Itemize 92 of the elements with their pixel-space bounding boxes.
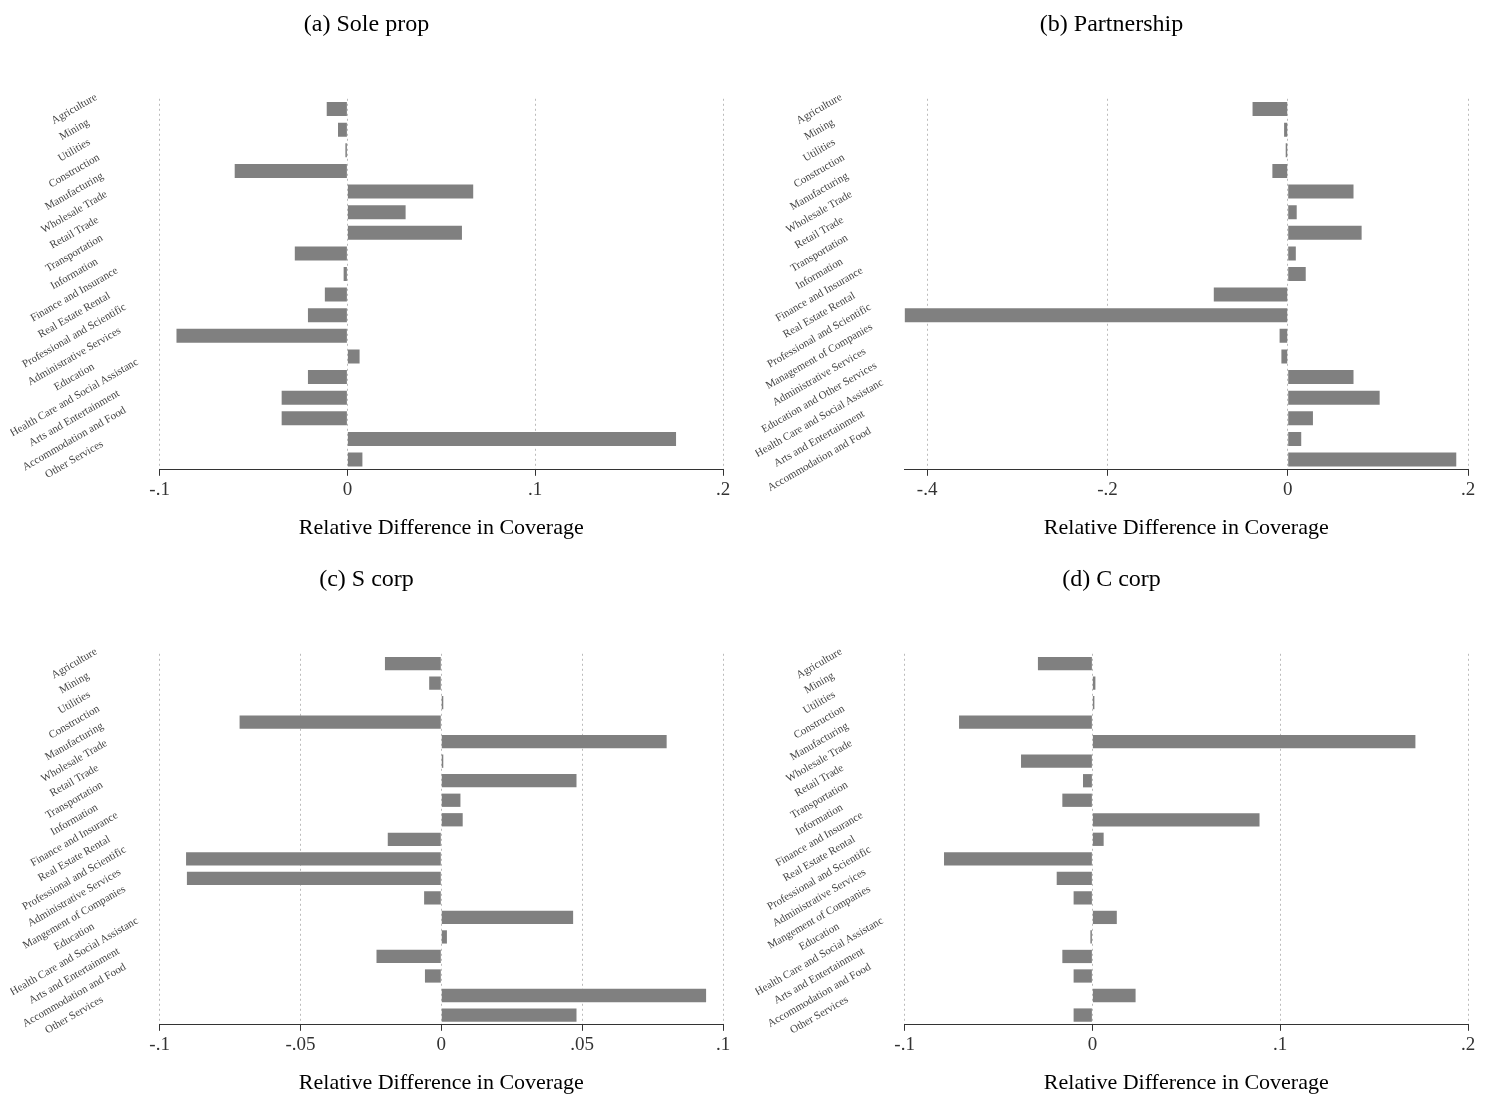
x-tick-label: .1 bbox=[1273, 1033, 1288, 1055]
bar bbox=[1288, 246, 1296, 261]
x-tick-label: 0 bbox=[436, 1033, 447, 1055]
x-tick-label: -.1 bbox=[149, 1033, 170, 1055]
chart-title: (b) Partnership bbox=[1039, 9, 1184, 36]
bar bbox=[376, 949, 441, 964]
chart-title: (a) Sole prop bbox=[303, 9, 430, 36]
bar bbox=[1288, 452, 1457, 467]
x-axis-title: Relative Difference in Coverage bbox=[1043, 513, 1329, 539]
bar bbox=[1252, 102, 1288, 117]
bar bbox=[1083, 774, 1092, 788]
bar bbox=[343, 266, 347, 281]
bar bbox=[347, 205, 406, 220]
x-tick-label: -.2 bbox=[1097, 478, 1118, 500]
bar bbox=[1056, 871, 1092, 885]
bar bbox=[1288, 411, 1313, 426]
x-tick-label: 0 bbox=[1282, 478, 1293, 500]
bar bbox=[1092, 735, 1416, 749]
bar bbox=[1092, 910, 1117, 925]
bar bbox=[1062, 793, 1092, 807]
bar bbox=[1092, 988, 1136, 1003]
x-tick-label: .2 bbox=[1460, 1033, 1476, 1055]
bar bbox=[1288, 205, 1297, 220]
bar bbox=[239, 715, 441, 729]
x-axis-title: Relative Difference in Coverage bbox=[1043, 1068, 1329, 1094]
x-tick-label: -.1 bbox=[149, 478, 170, 500]
bar bbox=[1062, 949, 1092, 964]
x-tick-label: .2 bbox=[715, 478, 731, 500]
bar bbox=[1279, 328, 1288, 343]
bar bbox=[944, 852, 1092, 866]
bar bbox=[424, 891, 441, 905]
bar bbox=[281, 390, 347, 405]
bar bbox=[429, 676, 441, 690]
bar bbox=[1288, 370, 1354, 385]
chart-title: (c) S corp bbox=[319, 564, 414, 591]
x-tick-label: .05 bbox=[570, 1033, 595, 1055]
x-tick-label: 0 bbox=[342, 478, 353, 500]
bar bbox=[1073, 1008, 1092, 1022]
x-tick-label: -.4 bbox=[916, 478, 938, 500]
bar bbox=[186, 871, 441, 885]
bar bbox=[1288, 390, 1380, 405]
bar bbox=[1288, 266, 1306, 281]
x-tick-label: .1 bbox=[528, 478, 543, 500]
bar bbox=[1073, 969, 1092, 983]
x-tick-label: .2 bbox=[1460, 478, 1476, 500]
bar bbox=[441, 1008, 577, 1022]
bar bbox=[1213, 287, 1288, 302]
x-tick-label: -.1 bbox=[894, 1033, 915, 1055]
bar bbox=[347, 452, 363, 467]
bar bbox=[1092, 832, 1104, 846]
bar bbox=[441, 930, 447, 944]
bar bbox=[307, 370, 347, 385]
bar bbox=[441, 793, 461, 807]
x-tick-label: 0 bbox=[1087, 1033, 1098, 1055]
bar bbox=[1281, 349, 1288, 364]
bar bbox=[307, 308, 347, 323]
bar bbox=[281, 411, 347, 426]
bar bbox=[424, 969, 441, 983]
bar bbox=[384, 656, 441, 671]
x-axis-title: Relative Difference in Coverage bbox=[298, 1068, 584, 1094]
bar bbox=[441, 774, 577, 788]
bar bbox=[294, 246, 347, 261]
bar bbox=[1288, 225, 1362, 240]
bar bbox=[959, 715, 1092, 729]
bar bbox=[387, 832, 441, 846]
bar bbox=[1021, 754, 1092, 768]
bar bbox=[1288, 431, 1302, 446]
bar bbox=[1272, 163, 1288, 178]
bar bbox=[441, 988, 707, 1003]
bar bbox=[347, 431, 677, 446]
bar bbox=[1288, 184, 1354, 199]
x-axis-title: Relative Difference in Coverage bbox=[298, 513, 584, 539]
bar bbox=[1092, 813, 1260, 827]
bar bbox=[186, 852, 441, 866]
bar bbox=[176, 328, 347, 343]
x-tick-label: -.05 bbox=[285, 1033, 316, 1055]
chart-title: (d) C corp bbox=[1062, 564, 1161, 591]
bar bbox=[326, 102, 347, 117]
bar bbox=[1284, 122, 1288, 137]
bar bbox=[441, 910, 574, 925]
bar bbox=[1037, 656, 1092, 671]
x-tick-label: .1 bbox=[715, 1033, 731, 1055]
bar bbox=[904, 308, 1288, 323]
bar bbox=[347, 225, 462, 240]
bar bbox=[324, 287, 347, 302]
bar bbox=[1073, 891, 1092, 905]
bar bbox=[441, 813, 463, 827]
bar bbox=[234, 163, 347, 178]
bar bbox=[347, 349, 360, 364]
bar bbox=[347, 184, 474, 199]
bar bbox=[441, 735, 667, 749]
bar bbox=[338, 122, 347, 137]
